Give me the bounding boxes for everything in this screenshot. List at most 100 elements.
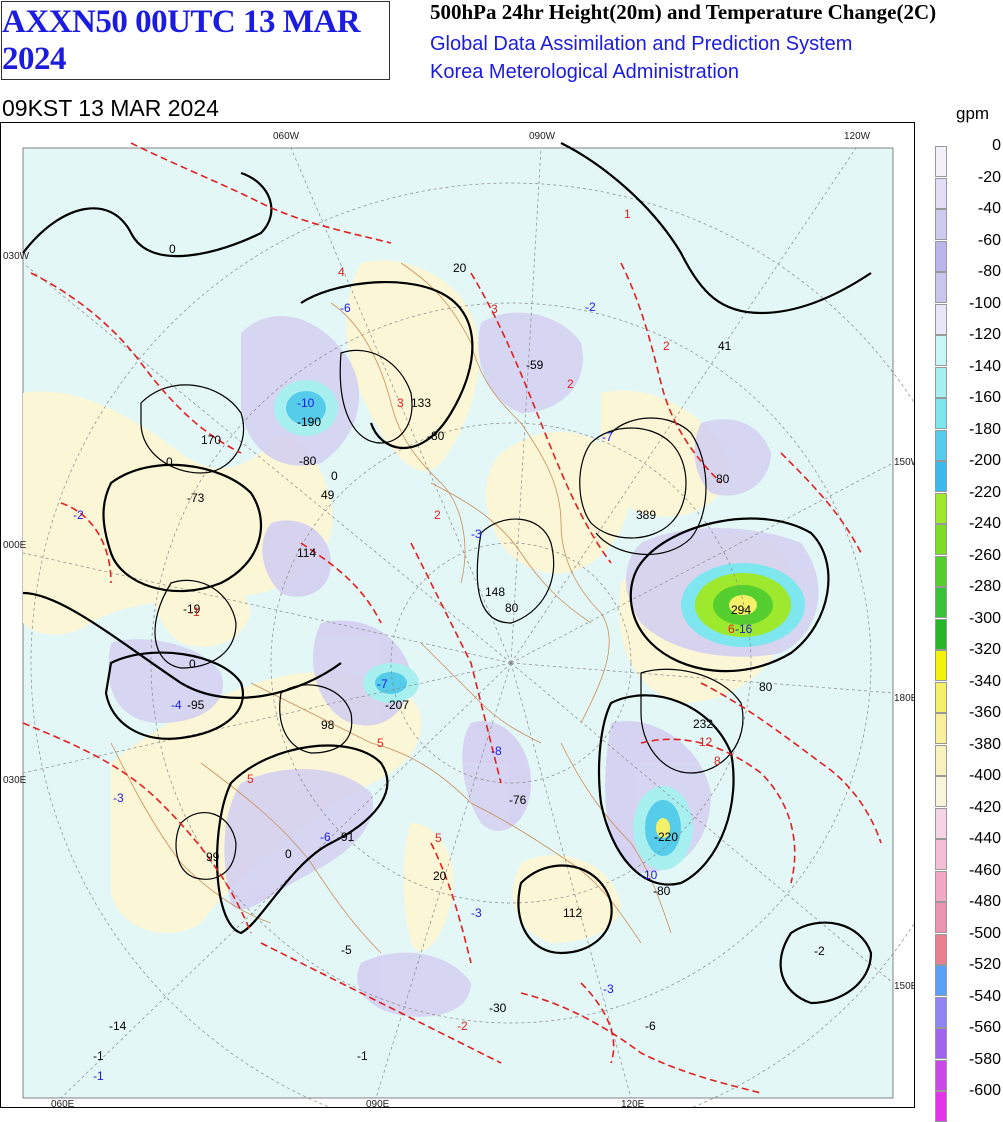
height-label: 41 (718, 339, 732, 353)
legend-swatch (935, 933, 947, 965)
legend-label: -120 (968, 326, 1001, 343)
lon-label-bottom: 120E (621, 1099, 645, 1108)
legend-swatch (935, 524, 947, 555)
height-label: -6 (645, 1019, 656, 1033)
legend-label: -80 (977, 263, 1001, 280)
legend-swatch (935, 681, 947, 713)
legend-swatch (935, 177, 947, 209)
temp-label-warm: 2 (663, 339, 670, 353)
legend-unit: gpm (956, 104, 990, 123)
height-label: 99 (206, 850, 220, 864)
height-label: 80 (759, 680, 773, 694)
height-label: 80 (505, 601, 519, 615)
legend-label: -440 (968, 830, 1001, 847)
legend-label: -360 (968, 704, 1001, 721)
legend-swatch (935, 902, 947, 933)
legend-swatch (935, 744, 947, 776)
temp-label-warm: 6 (728, 622, 735, 636)
temp-label-warm: 12 (699, 735, 713, 749)
height-label: -1 (93, 1049, 104, 1063)
legend-label: -280 (968, 578, 1001, 595)
legend-swatch (935, 965, 947, 996)
legend-swatch (935, 650, 947, 681)
height-label: 0 (189, 657, 196, 671)
lon-label-right: 150W (894, 457, 915, 468)
system-name: Global Data Assimilation and Prediction … (430, 33, 853, 55)
lon-label-top: 120W (844, 131, 871, 142)
legend-swatch (935, 366, 947, 398)
lon-label-right: 150E (894, 981, 915, 992)
height-label: -207 (385, 698, 409, 712)
temp-label-warm: 5 (435, 831, 442, 845)
legend-swatch (935, 996, 947, 1028)
legend-label: -160 (968, 389, 1001, 406)
legend-swatch (935, 461, 947, 492)
chart-code: AXXN50 00UTC 13 MAR 2024 (2, 3, 361, 77)
height-label: -73 (187, 491, 205, 505)
coastlines (110, 262, 672, 954)
temp-label-warm: 5 (377, 736, 384, 750)
temp-label-cold: -10 (640, 868, 658, 882)
height-label: -190 (297, 415, 321, 429)
legend-label: -480 (968, 893, 1001, 910)
temp-label-warm: 2 (434, 508, 441, 522)
height-label: 49 (321, 488, 335, 502)
legend-swatch (935, 807, 947, 839)
height-label: 170 (201, 433, 221, 447)
legend-label: -60 (977, 231, 1001, 249)
legend-label: -200 (968, 452, 1001, 469)
legend-swatch (935, 776, 947, 807)
temp-label-cold: -4 (171, 698, 182, 712)
height-label: -76 (509, 793, 527, 807)
legend-label: -460 (968, 861, 1001, 879)
legend-label: -40 (977, 200, 1001, 217)
lon-label-right: 180E (894, 693, 915, 704)
lon-label-left: 000E (3, 540, 27, 551)
legend-swatch (935, 1059, 947, 1091)
height-label: 148 (485, 585, 505, 599)
temperature-center-labels: -10 -6 -2 -7 -7 -4 -3 -6 -8 -3 -3 -10 -1… (73, 207, 753, 1083)
legend-label: -580 (968, 1050, 1001, 1068)
intense-low-fill (274, 380, 805, 870)
lon-label-left: 030W (3, 251, 30, 262)
height-label: -5 (341, 943, 352, 957)
height-label: 232 (693, 717, 713, 731)
legend-label: -20 (977, 168, 1001, 186)
height-label: -95 (187, 698, 205, 712)
legend-label: 0 (992, 137, 1001, 154)
temp-label-cold: -3 (471, 906, 482, 920)
height-label: 20 (453, 261, 467, 275)
temp-label-cold: -8 (491, 744, 502, 758)
legend-label: -140 (968, 357, 1001, 375)
temp-label-cold: -7 (602, 430, 613, 444)
weather-map: 060W 090W 120W 030W 000E 030E 150W 180E … (0, 122, 915, 1108)
height-label: 0 (331, 469, 338, 483)
legend-swatch (935, 303, 947, 335)
temp-label-cold: -3 (471, 527, 482, 541)
legend-swatch (935, 146, 947, 177)
legend-label: -560 (968, 1019, 1001, 1036)
height-label: 0 (166, 455, 173, 469)
lon-label-left: 030E (3, 775, 27, 786)
height-label: 389 (636, 508, 656, 522)
longitude-labels: 060W 090W 120W 030W 000E 030E 150W 180E … (3, 131, 915, 1108)
legend-swatch (935, 492, 947, 524)
height-label: 20 (433, 869, 447, 883)
temp-label-warm: 3 (397, 396, 404, 410)
height-label: 0 (285, 847, 292, 861)
legend-swatch (935, 555, 947, 587)
lon-label-bottom: 090E (366, 1099, 390, 1108)
height-label: 98 (321, 718, 335, 732)
legend-swatch (935, 240, 947, 272)
temp-label-warm: 1 (624, 207, 631, 221)
temp-label-cold: -6 (340, 301, 351, 315)
legend-label: -180 (968, 420, 1001, 438)
temp-label-cold: -2 (73, 508, 84, 522)
legend-swatch (935, 870, 947, 902)
color-legend: 0 -20 -40 -60 -80 -100 -120 -140 -160 -180 -200 -22… (935, 137, 1003, 1122)
height-label: -1 (357, 1049, 368, 1063)
legend-label: -240 (968, 515, 1001, 532)
legend-label: -220 (968, 483, 1001, 501)
temp-label-warm: 2 (567, 377, 574, 391)
height-center-labels: -190 -73 -95 -91 99 98 170 133 49 114 -5… (93, 242, 825, 1063)
